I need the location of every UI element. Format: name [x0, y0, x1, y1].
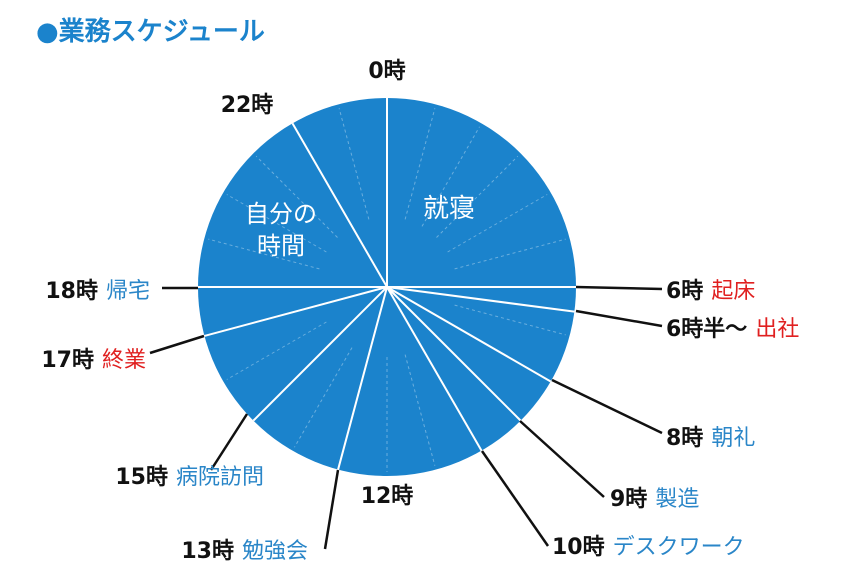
hour-tick — [208, 238, 320, 270]
hour-label-12: 12時 — [361, 484, 414, 509]
section-divider — [386, 286, 575, 313]
leader-line-desk-work — [480, 450, 550, 547]
hour-tick — [436, 155, 519, 238]
event-time: 17時 — [41, 348, 94, 373]
event-label-desk-work: 10時 デスクワーク — [552, 535, 745, 560]
hour-tick — [421, 126, 480, 227]
event-time: 13時 — [181, 539, 234, 564]
event-activity: デスクワーク — [613, 535, 745, 560]
section-label-free-time-line2: 時間 — [257, 232, 305, 260]
section-divider — [386, 286, 483, 452]
event-time: 10時 — [552, 535, 605, 560]
event-activity: 終業 — [102, 348, 146, 373]
hour-label-22: 22時 — [221, 93, 274, 118]
hour-tick — [226, 321, 327, 380]
diagram-title: ●業務スケジュール — [36, 17, 265, 47]
leader-line-study-session — [323, 469, 340, 550]
event-activity: 勉強会 — [242, 539, 308, 564]
event-label-hospital-visit: 15時 病院訪問 — [115, 465, 264, 490]
hour-label-0: 0時 — [368, 59, 405, 84]
leader-line-morning-meeting — [551, 378, 663, 435]
hour-tick — [294, 347, 353, 448]
leader-line-manufacturing — [519, 420, 605, 498]
event-activity: 病院訪問 — [176, 465, 264, 490]
event-time: 9時 — [610, 487, 647, 512]
event-label-manufacturing: 9時 製造 — [610, 487, 699, 512]
event-label-work-end: 17時 終業 — [41, 348, 146, 373]
event-label-study-session: 13時 勉強会 — [181, 539, 308, 564]
event-time: 8時 — [666, 426, 703, 451]
event-label-go-home: 18時 帰宅 — [45, 279, 150, 304]
event-time: 18時 — [45, 279, 98, 304]
event-activity: 製造 — [655, 487, 699, 512]
event-activity: 帰宅 — [106, 279, 150, 304]
event-time: 6時 — [666, 279, 703, 304]
hour-tick — [404, 354, 436, 466]
section-divider — [386, 286, 522, 422]
hour-tick — [454, 238, 566, 270]
hour-tick — [454, 304, 566, 336]
section-divider — [291, 122, 388, 288]
hour-tick — [404, 108, 436, 220]
leader-line-work-end — [149, 334, 205, 355]
hour-tick — [447, 194, 548, 253]
event-activity: 起床 — [711, 279, 755, 304]
event-activity: 出社 — [755, 317, 799, 342]
event-activity: 朝礼 — [711, 426, 755, 451]
section-label-free-time-line1: 自分の — [245, 200, 317, 228]
leader-line-hospital-visit — [209, 413, 249, 471]
section-divider — [386, 286, 552, 383]
hour-tick — [338, 108, 370, 220]
event-label-morning-meeting: 8時 朝礼 — [666, 426, 755, 451]
event-time: 6時半〜 — [666, 317, 747, 342]
section-label-sleep: 就寝 — [423, 194, 475, 224]
event-label-wake: 6時 起床 — [666, 279, 755, 304]
leader-line-wake — [575, 285, 663, 291]
clock-disc — [198, 98, 576, 476]
section-dividers — [198, 98, 576, 470]
section-divider — [204, 286, 388, 337]
event-leader-lines — [149, 285, 663, 550]
section-divider — [252, 286, 388, 422]
leader-line-commute — [575, 309, 663, 328]
event-label-commute: 6時半〜 出社 — [666, 317, 799, 342]
event-time: 15時 — [115, 465, 168, 490]
hour-tick — [226, 194, 327, 253]
hour-tick — [255, 155, 338, 238]
section-divider — [337, 286, 388, 470]
